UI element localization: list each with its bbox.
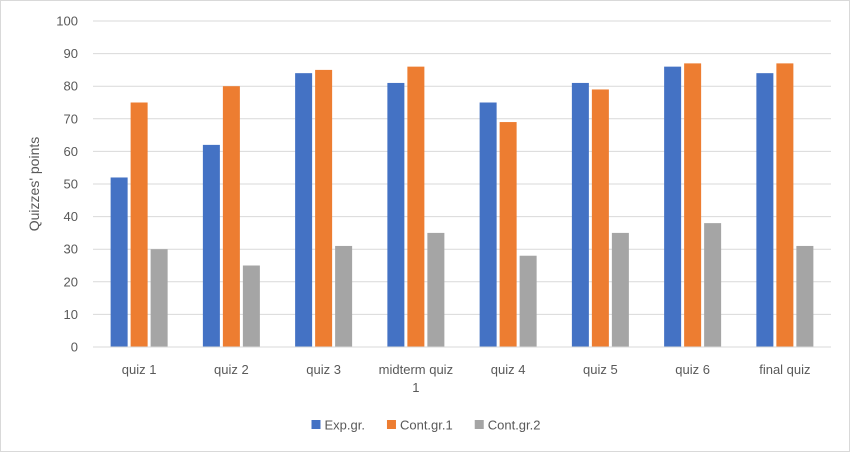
bar — [222, 86, 240, 347]
x-tick-label: quiz 6 — [675, 362, 710, 377]
legend-swatch — [474, 420, 484, 429]
bar — [427, 232, 445, 347]
bar — [335, 245, 353, 347]
bar — [315, 69, 333, 348]
y-tick-label: 50 — [64, 177, 78, 192]
y-tick-label: 70 — [64, 111, 78, 126]
bar — [591, 89, 609, 348]
bar — [776, 63, 794, 347]
x-tick-label: midterm quiz — [379, 362, 453, 377]
y-tick-label: 90 — [64, 46, 78, 61]
bar — [499, 122, 517, 347]
bar — [202, 144, 220, 347]
y-axis-tick-labels: 0 10 20 30 40 50 60 70 80 90 100 — [56, 14, 78, 355]
y-tick-label: 10 — [64, 307, 78, 322]
bar — [130, 102, 148, 347]
bar — [664, 66, 682, 347]
bar — [796, 245, 814, 347]
y-axis-title: Quizzes' points — [26, 137, 42, 232]
x-axis-tick-labels: quiz 1 quiz 2 quiz 3 midterm quiz 1 quiz 4 qui… — [122, 362, 811, 395]
x-tick-label: 1 — [412, 380, 419, 395]
y-tick-label: 0 — [71, 340, 78, 355]
x-tick-label: quiz 3 — [306, 362, 341, 377]
x-tick-label: quiz 1 — [122, 362, 157, 377]
bar — [407, 66, 425, 347]
x-tick-label: quiz 2 — [214, 362, 249, 377]
x-tick-label: quiz 5 — [583, 362, 618, 377]
bar — [295, 73, 313, 347]
y-tick-label: 100 — [56, 14, 78, 29]
bar — [387, 82, 405, 347]
legend-label: Cont.gr.1 — [400, 418, 453, 433]
bar — [611, 232, 629, 347]
y-tick-label: 60 — [64, 144, 78, 159]
x-tick-label: quiz 4 — [491, 362, 526, 377]
y-tick-label: 20 — [64, 274, 78, 289]
bars — [110, 63, 814, 348]
bar — [756, 73, 774, 347]
y-tick-label: 80 — [64, 79, 78, 94]
bar — [150, 249, 168, 347]
y-tick-label: 30 — [64, 242, 78, 257]
bar — [110, 177, 128, 347]
legend-swatch — [386, 420, 396, 429]
y-tick-label: 40 — [64, 209, 78, 224]
x-tick-label: final quiz — [759, 362, 810, 377]
bar — [519, 255, 537, 347]
bar — [684, 63, 702, 347]
bar — [704, 223, 722, 347]
legend-label: Cont.gr.2 — [488, 418, 541, 433]
legend: Exp.gr. Cont.gr.1 Cont.gr.2 — [311, 418, 541, 433]
legend-label: Exp.gr. — [325, 418, 365, 433]
legend-swatch — [311, 420, 321, 429]
bar — [242, 265, 260, 347]
bar — [479, 102, 497, 347]
bar — [571, 82, 589, 347]
